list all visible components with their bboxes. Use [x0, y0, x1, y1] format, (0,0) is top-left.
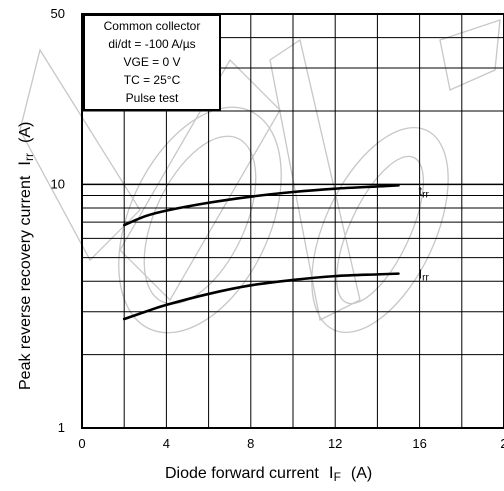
- y-tick-label: 10: [51, 176, 65, 191]
- condition-line-3: VGE = 0 V: [123, 55, 180, 69]
- x-tick-label: 8: [247, 436, 254, 451]
- x-axis-title: Diode forward current IF (A): [165, 463, 372, 484]
- y-axis-title: Peak reverse recovery currentIrr(A): [15, 122, 36, 390]
- x-tick-label: 2: [500, 436, 504, 451]
- conditions-box: Common collector di/dt = -100 A/µs VGE =…: [83, 14, 221, 111]
- condition-line-5: Pulse test: [126, 91, 179, 105]
- y-tick-label: 50: [51, 6, 65, 21]
- series-line-trr: [122, 184, 400, 227]
- watermark: [19, 19, 501, 334]
- plot-frame: [81, 13, 504, 429]
- series-label-trr: trr: [419, 183, 430, 200]
- x-tick-label: 16: [412, 436, 426, 451]
- x-tick-label: 4: [163, 436, 170, 451]
- x-tick-label: 12: [328, 436, 342, 451]
- condition-line-4: TC = 25°C: [124, 73, 181, 87]
- series-label-Irr: Irr: [419, 267, 430, 284]
- condition-line-1: Common collector: [104, 19, 201, 33]
- series-line-Irr: [122, 272, 400, 321]
- tick-labels: 0 4 8 12 16 2 1 10 50: [51, 6, 504, 451]
- condition-line-2: di/dt = -100 A/µs: [108, 37, 195, 51]
- grid: [82, 14, 504, 428]
- curves: trr Irr: [122, 183, 430, 321]
- y-tick-label: 1: [58, 420, 65, 435]
- x-tick-label: 0: [78, 436, 85, 451]
